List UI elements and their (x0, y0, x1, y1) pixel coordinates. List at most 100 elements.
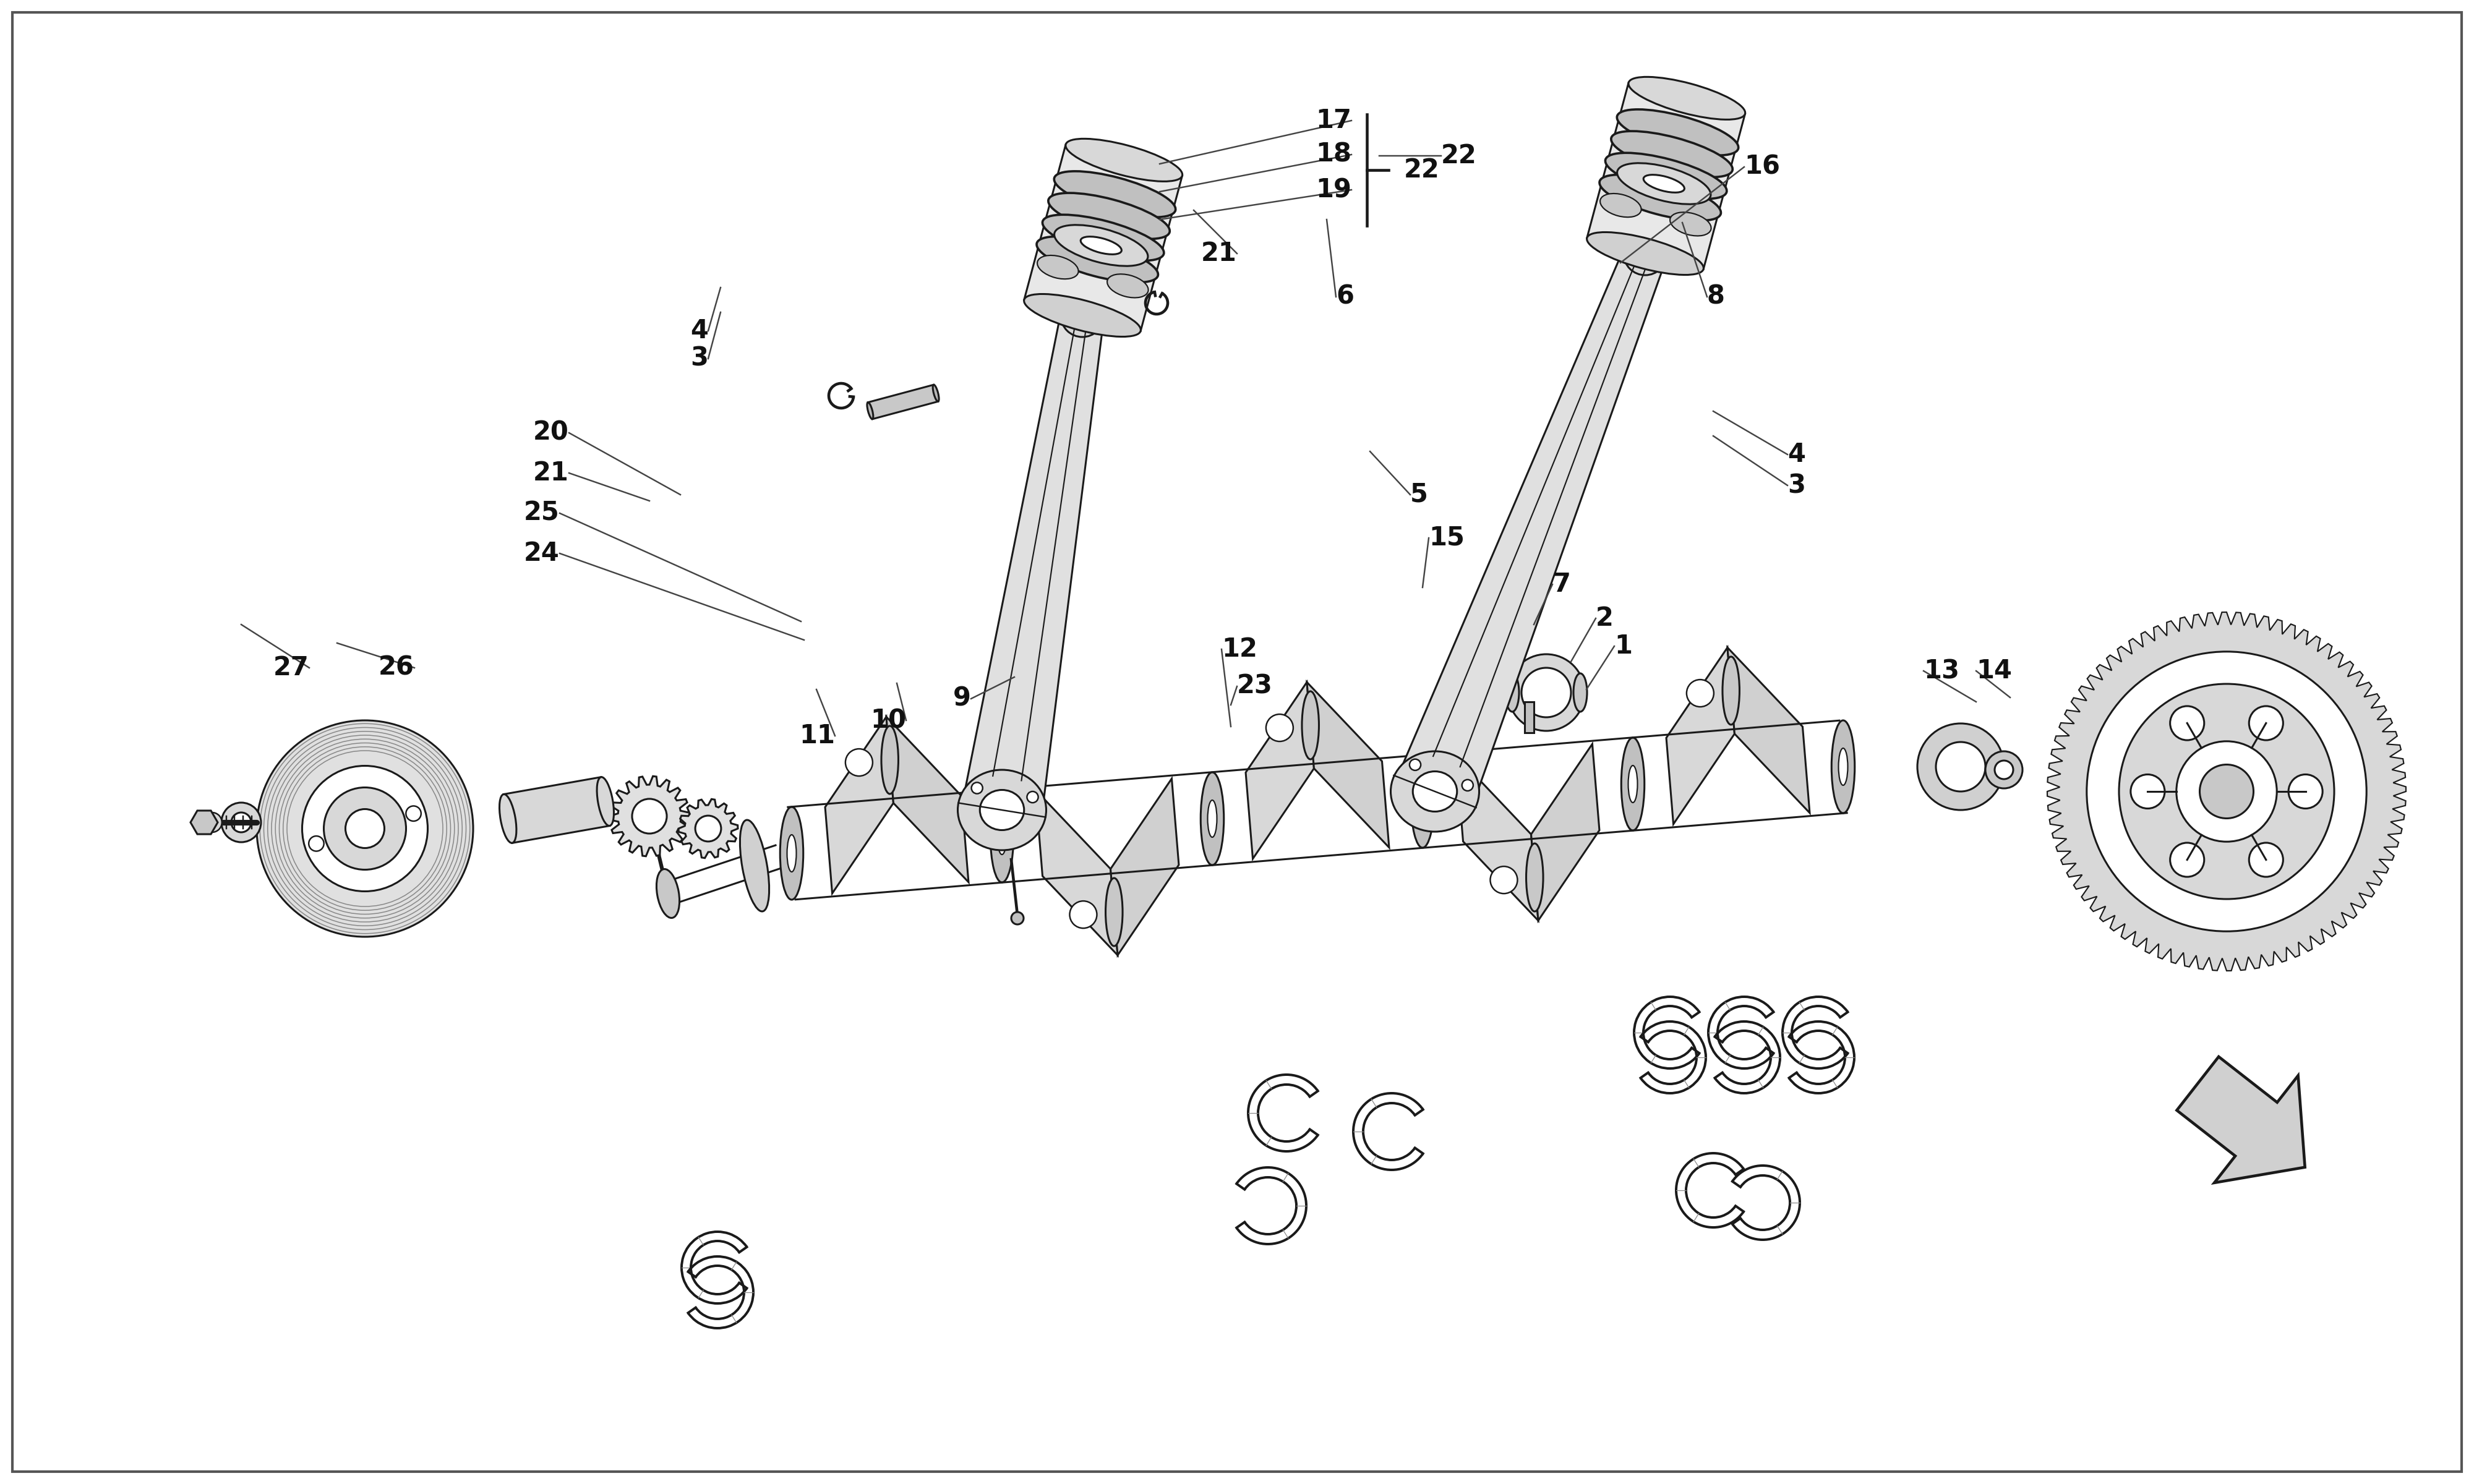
Circle shape (2177, 741, 2276, 841)
Circle shape (631, 798, 668, 834)
Circle shape (2249, 843, 2284, 877)
Ellipse shape (1628, 77, 1744, 120)
Bar (1524, 702, 1534, 733)
Ellipse shape (933, 384, 940, 402)
Polygon shape (1457, 755, 1539, 920)
Text: 14: 14 (1977, 657, 2011, 684)
Ellipse shape (1606, 153, 1727, 199)
Ellipse shape (1207, 800, 1217, 837)
Ellipse shape (1670, 212, 1712, 236)
Circle shape (2086, 651, 2368, 932)
Circle shape (1687, 680, 1714, 706)
Circle shape (2118, 684, 2335, 899)
Ellipse shape (1413, 772, 1457, 812)
Circle shape (2130, 775, 2165, 809)
Text: 3: 3 (1786, 472, 1806, 499)
Text: 11: 11 (799, 723, 836, 749)
Text: 10: 10 (871, 708, 905, 733)
Circle shape (695, 816, 720, 841)
Polygon shape (868, 384, 938, 418)
Circle shape (846, 749, 873, 776)
Ellipse shape (1054, 226, 1148, 266)
Ellipse shape (1042, 215, 1163, 261)
Text: 25: 25 (524, 500, 559, 527)
Circle shape (1935, 742, 1984, 791)
Ellipse shape (881, 726, 898, 794)
Polygon shape (505, 778, 609, 843)
Ellipse shape (957, 770, 1047, 850)
Text: 8: 8 (1707, 283, 1724, 310)
Text: 24: 24 (524, 540, 559, 567)
Text: 22: 22 (1440, 142, 1477, 169)
Circle shape (1012, 913, 1024, 925)
Ellipse shape (740, 821, 769, 911)
Polygon shape (1586, 83, 1744, 269)
Text: 18: 18 (1316, 141, 1351, 168)
Circle shape (1633, 242, 1658, 266)
Circle shape (1410, 760, 1420, 770)
Text: 17: 17 (1316, 107, 1351, 134)
Text: 9: 9 (952, 686, 970, 712)
Text: 13: 13 (1925, 657, 1959, 684)
Ellipse shape (1049, 193, 1170, 239)
Text: 4: 4 (1786, 442, 1806, 467)
Ellipse shape (596, 778, 614, 825)
Circle shape (309, 835, 324, 852)
Ellipse shape (500, 794, 517, 843)
Ellipse shape (997, 818, 1007, 855)
Polygon shape (1247, 683, 1314, 859)
Ellipse shape (1037, 255, 1079, 279)
Ellipse shape (1573, 674, 1588, 712)
Text: 23: 23 (1237, 674, 1272, 699)
Polygon shape (886, 717, 967, 881)
Polygon shape (826, 717, 893, 893)
Circle shape (2170, 706, 2204, 741)
Text: 22: 22 (1405, 157, 1440, 183)
Circle shape (223, 803, 262, 841)
Circle shape (1027, 791, 1039, 803)
Ellipse shape (1611, 131, 1732, 177)
Ellipse shape (1081, 236, 1121, 254)
Polygon shape (2048, 611, 2405, 971)
Text: 6: 6 (1336, 283, 1353, 310)
Circle shape (1071, 303, 1094, 328)
Polygon shape (609, 776, 690, 856)
Text: 4: 4 (690, 318, 708, 344)
Circle shape (257, 720, 473, 936)
Ellipse shape (1586, 232, 1705, 275)
Polygon shape (1111, 779, 1178, 956)
Circle shape (2170, 843, 2204, 877)
Ellipse shape (1066, 138, 1183, 181)
Polygon shape (962, 312, 1103, 816)
Ellipse shape (980, 789, 1024, 830)
Text: 1: 1 (1613, 634, 1633, 659)
Ellipse shape (1643, 175, 1685, 193)
Circle shape (1069, 901, 1096, 927)
Text: 16: 16 (1744, 154, 1781, 180)
Ellipse shape (1054, 171, 1175, 217)
Ellipse shape (1390, 751, 1479, 831)
Text: 19: 19 (1316, 177, 1351, 203)
Ellipse shape (1504, 674, 1519, 712)
Circle shape (1061, 294, 1103, 337)
Polygon shape (1667, 647, 1734, 824)
Ellipse shape (1620, 738, 1645, 831)
Polygon shape (678, 798, 737, 858)
Text: 5: 5 (1410, 482, 1427, 508)
Ellipse shape (990, 789, 1014, 883)
Ellipse shape (1106, 879, 1123, 947)
Ellipse shape (1601, 175, 1722, 221)
Ellipse shape (1024, 294, 1141, 337)
Circle shape (1623, 232, 1667, 275)
Polygon shape (1531, 743, 1598, 920)
Ellipse shape (1722, 656, 1739, 724)
Circle shape (1489, 867, 1517, 893)
Ellipse shape (779, 807, 804, 899)
Ellipse shape (1037, 236, 1158, 282)
Circle shape (302, 766, 428, 892)
Text: 21: 21 (534, 460, 569, 485)
Circle shape (406, 806, 421, 821)
Circle shape (1267, 714, 1294, 742)
Ellipse shape (1301, 692, 1319, 760)
Polygon shape (1306, 683, 1388, 847)
